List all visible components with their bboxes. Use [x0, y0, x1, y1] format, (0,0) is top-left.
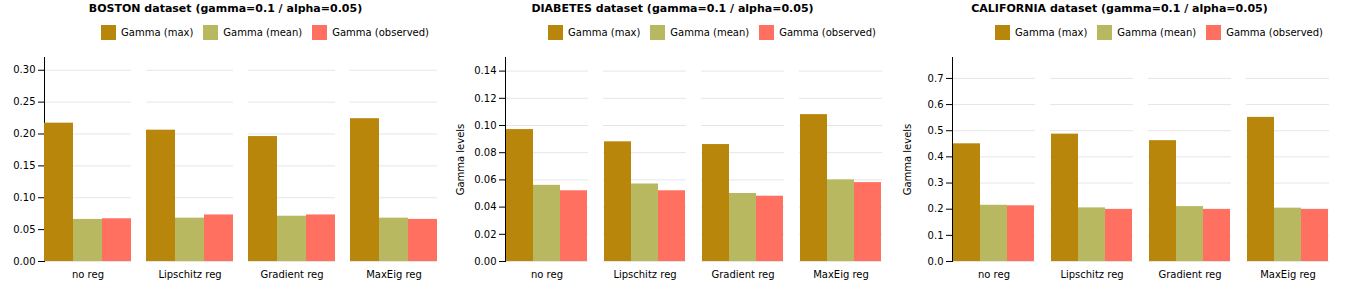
svg-text:0.05: 0.05	[13, 224, 35, 235]
svg-text:no reg: no reg	[978, 269, 1010, 280]
svg-text:0.08: 0.08	[474, 147, 496, 158]
svg-text:0.5: 0.5	[928, 125, 944, 136]
html-text:Gamma (mean): Gamma (mean)	[670, 27, 750, 38]
svg-text:0.10: 0.10	[474, 120, 496, 131]
html-text:Gamma (observed): Gamma (observed)	[1226, 27, 1323, 38]
svg-text:Lipschitz reg: Lipschitz reg	[158, 269, 221, 280]
svg-text:0.12: 0.12	[474, 93, 496, 104]
svg-text:0.04: 0.04	[474, 201, 496, 212]
svg-text:Gradient reg: Gradient reg	[1158, 269, 1221, 280]
svg-text:0.1: 0.1	[928, 230, 944, 241]
svg-text:0.25: 0.25	[13, 96, 35, 107]
html-text:Gamma (observed): Gamma (observed)	[332, 27, 429, 38]
html-text:Gamma (max): Gamma (max)	[568, 27, 641, 38]
svg-text:Gamma levels: Gamma levels	[902, 124, 913, 196]
svg-text:0.4: 0.4	[928, 151, 944, 162]
svg-text:no reg: no reg	[72, 269, 104, 280]
svg-text:0.3: 0.3	[928, 177, 944, 188]
svg-text:0.7: 0.7	[928, 73, 944, 84]
svg-text:Lipschitz reg: Lipschitz reg	[1060, 269, 1123, 280]
svg-text:0.06: 0.06	[474, 174, 496, 185]
svg-text:MaxEig reg: MaxEig reg	[813, 269, 869, 280]
html-text:Gamma (mean): Gamma (mean)	[1117, 27, 1197, 38]
html-text:CALIFORNIA dataset (gamma=0.1: CALIFORNIA dataset (gamma=0.1 / alpha=0.…	[971, 2, 1268, 15]
svg-text:Gradient reg: Gradient reg	[260, 269, 323, 280]
svg-text:Lipschitz reg: Lipschitz reg	[613, 269, 676, 280]
html-text:Gamma (observed): Gamma (observed)	[779, 27, 876, 38]
html-text:BOSTON dataset (gamma=0.1 / al: BOSTON dataset (gamma=0.1 / alpha=0.05)	[88, 2, 363, 15]
svg-text:0.00: 0.00	[474, 256, 496, 267]
svg-text:0.14: 0.14	[474, 65, 496, 76]
svg-text:0.6: 0.6	[928, 99, 944, 110]
svg-text:Gradient reg: Gradient reg	[711, 269, 774, 280]
html-text:Gamma (max): Gamma (max)	[121, 27, 194, 38]
svg-text:Gamma levels: Gamma levels	[455, 124, 466, 196]
svg-text:MaxEig reg: MaxEig reg	[1260, 269, 1316, 280]
svg-text:0.30: 0.30	[13, 64, 35, 75]
svg-text:0.20: 0.20	[13, 128, 35, 139]
svg-text:MaxEig reg: MaxEig reg	[366, 269, 422, 280]
svg-text:0.02: 0.02	[474, 229, 496, 240]
svg-text:0.00: 0.00	[13, 256, 35, 267]
svg-text:0.2: 0.2	[928, 203, 944, 214]
html-text:Gamma (mean): Gamma (mean)	[223, 27, 303, 38]
html-text:DIABETES dataset (gamma=0.1 /: DIABETES dataset (gamma=0.1 / alpha=0.05…	[531, 2, 814, 15]
svg-text:0.0: 0.0	[928, 256, 944, 267]
svg-text:0.15: 0.15	[13, 160, 35, 171]
html-text:Gamma (max): Gamma (max)	[1015, 27, 1088, 38]
svg-text:no reg: no reg	[531, 269, 563, 280]
svg-text:0.10: 0.10	[13, 192, 35, 203]
